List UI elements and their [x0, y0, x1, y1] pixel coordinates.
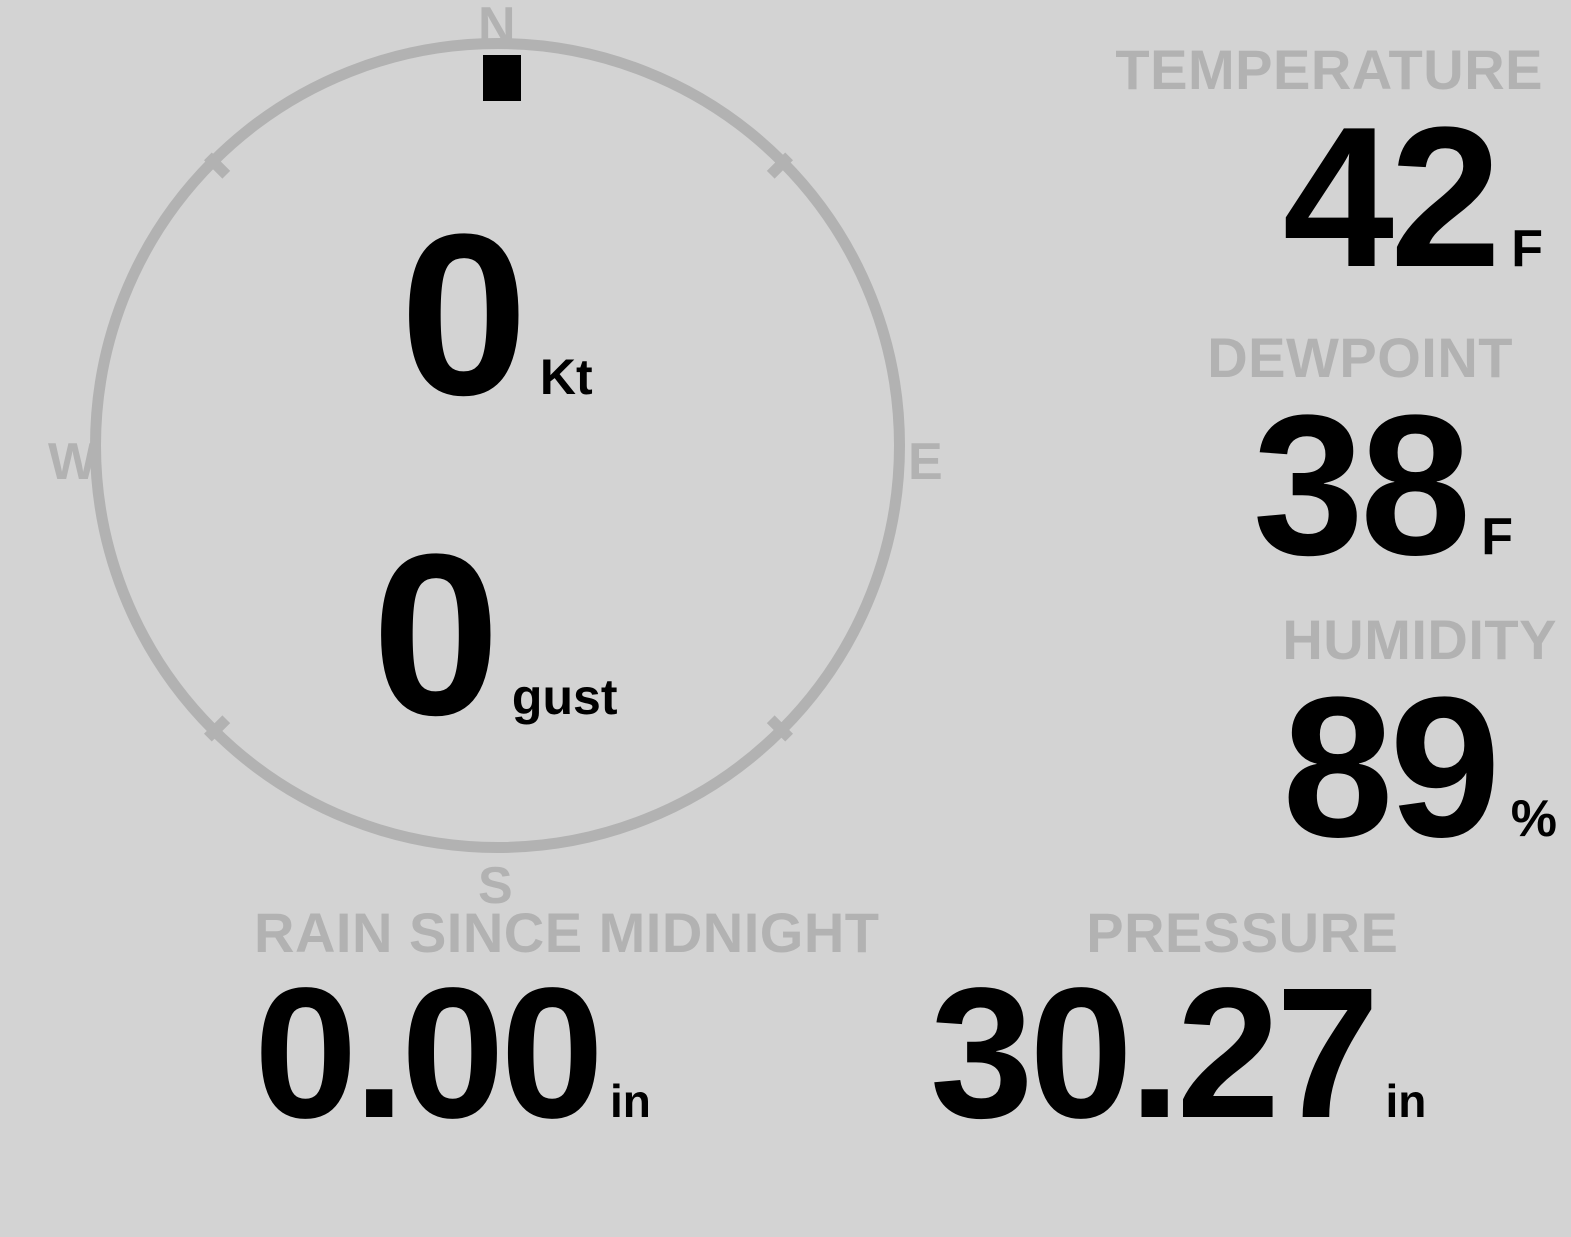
- compass-label-north: N: [478, 0, 516, 55]
- temperature-value-row: 42 F: [1115, 98, 1543, 298]
- pressure-value-row: 30.27 in: [930, 961, 1426, 1147]
- pressure-stat-block: PRESSURE 30.27 in: [930, 905, 1426, 1147]
- wind-gust-readout: 0 gust: [372, 520, 617, 750]
- temperature-value: 42: [1282, 86, 1501, 309]
- humidity-value-row: 89 %: [1282, 668, 1557, 868]
- dewpoint-stat-block: DEWPOINT 38 F: [1207, 330, 1513, 586]
- dewpoint-value-row: 38 F: [1207, 386, 1513, 586]
- dewpoint-unit: F: [1481, 508, 1513, 566]
- pressure-unit: in: [1385, 1075, 1427, 1127]
- wind-speed-unit: Kt: [539, 349, 593, 405]
- wind-speed-readout: 0 Kt: [400, 200, 593, 430]
- pressure-label: PRESSURE: [1086, 901, 1399, 964]
- humidity-stat-block: HUMIDITY 89 %: [1282, 612, 1557, 868]
- rain-stat-block: RAIN SINCE MIDNIGHT 0.00 in: [254, 905, 880, 1147]
- rain-unit: in: [610, 1075, 651, 1127]
- compass-ring: [90, 38, 905, 853]
- wind-direction-marker-icon: [483, 55, 521, 101]
- wind-speed-value: 0: [400, 186, 528, 443]
- temperature-label: TEMPERATURE: [1115, 38, 1543, 101]
- temperature-stat-block: TEMPERATURE 42 F: [1115, 42, 1543, 298]
- rain-value: 0.00: [254, 950, 604, 1157]
- wind-compass-panel: N E S W 0 Kt 0 gust: [0, 0, 1000, 920]
- rain-label: RAIN SINCE MIDNIGHT: [254, 901, 880, 964]
- compass-label-east: E: [908, 433, 943, 491]
- rain-value-row: 0.00 in: [254, 961, 880, 1147]
- humidity-label: HUMIDITY: [1282, 608, 1557, 671]
- compass-label-west: W: [48, 433, 98, 491]
- humidity-unit: %: [1510, 790, 1557, 848]
- dewpoint-label: DEWPOINT: [1207, 326, 1513, 389]
- pressure-value: 30.27: [930, 950, 1379, 1157]
- dewpoint-value: 38: [1252, 374, 1471, 597]
- wind-gust-unit: gust: [511, 669, 618, 725]
- humidity-value: 89: [1282, 656, 1500, 879]
- wind-gust-value: 0: [372, 506, 500, 763]
- temperature-unit: F: [1511, 220, 1543, 278]
- compass-label-south: S: [478, 857, 513, 915]
